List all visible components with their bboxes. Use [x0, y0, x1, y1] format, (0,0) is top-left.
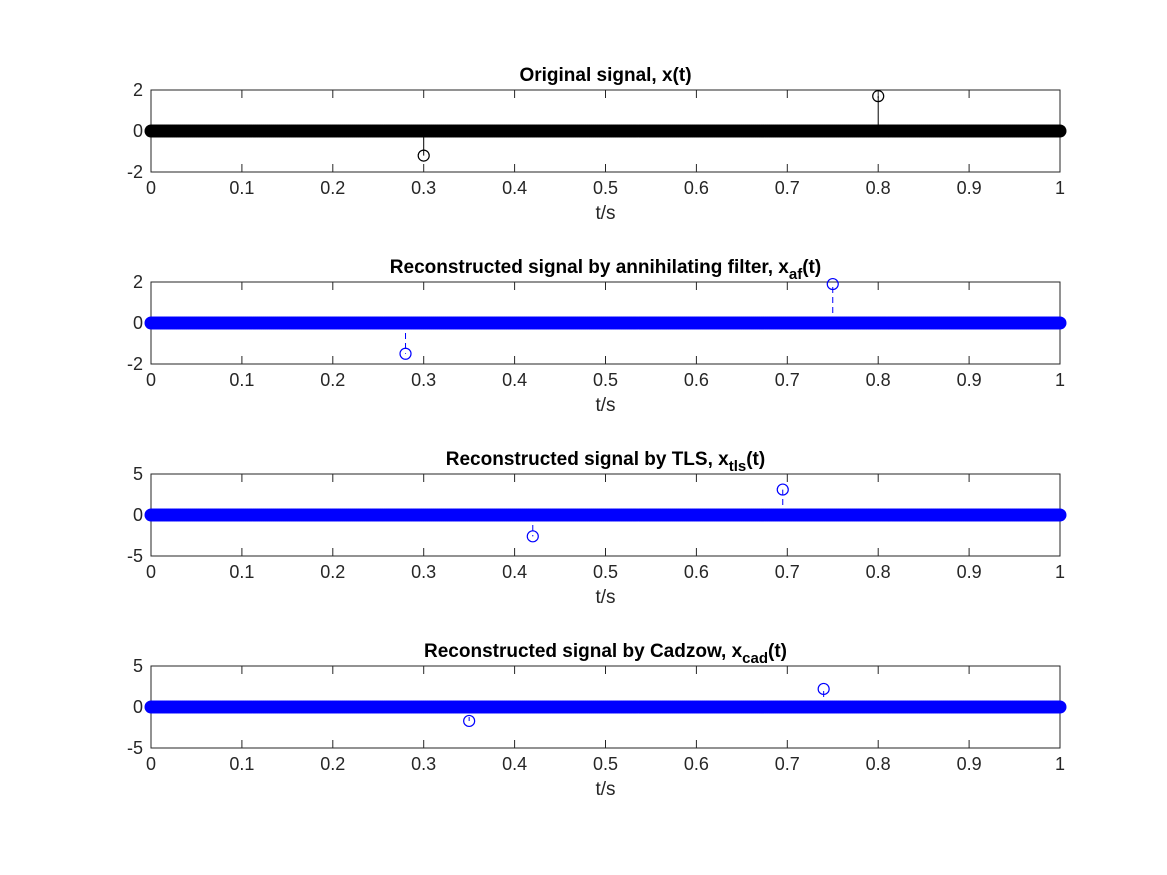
x-tick-label: 0.3 [411, 370, 436, 390]
baseline-sample [1053, 124, 1067, 138]
y-tick-label: 5 [133, 656, 143, 676]
x-tick-label: 0.2 [320, 178, 345, 198]
subplot-4: Reconstructed signal by Cadzow, xcad(t) 0… [127, 641, 1067, 800]
x-tick-label: 0.2 [320, 754, 345, 774]
x-tick-label: 1 [1055, 754, 1065, 774]
title-tail: (t) [802, 257, 821, 278]
x-tick-label: 0.9 [957, 562, 982, 582]
baseline-sample [1053, 508, 1067, 522]
x-tick-label: 0.8 [866, 562, 891, 582]
spike-marker [526, 530, 539, 543]
y-tick-label: 0 [133, 313, 143, 333]
title-main: Reconstructed signal by Cadzow, x [424, 641, 743, 662]
x-tick-label: 0.6 [684, 178, 709, 198]
subplot-title: Reconstructed signal by Cadzow, xcad(t) [424, 641, 787, 667]
x-tick-label: 0.7 [775, 562, 800, 582]
title-tail: (t) [768, 641, 787, 662]
title-main: Original signal, x(t) [519, 65, 691, 86]
x-tick-label: 0.4 [502, 754, 527, 774]
x-tick-label: 0.1 [229, 178, 254, 198]
x-tick-label: 0.4 [502, 178, 527, 198]
x-tick-label: 0.7 [775, 754, 800, 774]
x-tick-label: 0.1 [229, 754, 254, 774]
x-tick-label: 0.8 [866, 370, 891, 390]
title-main: Reconstructed signal by annihilating fil… [390, 257, 790, 278]
spike-marker [826, 277, 839, 291]
x-tick-label: 0.9 [957, 178, 982, 198]
y-tick-label: 2 [133, 80, 143, 100]
x-tick-label: 0.8 [866, 754, 891, 774]
spike-marker [776, 483, 789, 496]
baseline-samples [144, 124, 1067, 138]
x-tick-label: 0.1 [229, 370, 254, 390]
x-tick-label: 0.1 [229, 562, 254, 582]
x-tick-label: 1 [1055, 562, 1065, 582]
title-tail: (t) [746, 449, 765, 470]
x-tick-label: 0.4 [502, 370, 527, 390]
subplot-title: Reconstructed signal by TLS, xtls(t) [446, 449, 765, 475]
baseline-samples [144, 508, 1067, 522]
subplot-1: Original signal, x(t) 0 0.1 0.2 0.3 0.4 0.5 0.6… [127, 65, 1067, 224]
x-tick-label: 0.9 [957, 754, 982, 774]
baseline-sample [1053, 316, 1067, 330]
x-tick-label: 0.5 [593, 178, 618, 198]
y-tick-label: 0 [133, 505, 143, 525]
baseline-samples [144, 316, 1067, 330]
x-tick-label: 0.3 [411, 562, 436, 582]
x-tick-label: 0.4 [502, 562, 527, 582]
baseline-sample [1053, 700, 1067, 714]
y-tick-label: 5 [133, 464, 143, 484]
x-tick-label: 0.5 [593, 562, 618, 582]
x-tick-label: 0 [146, 370, 156, 390]
subplot-title: Original signal, x(t) [519, 65, 691, 86]
x-tick-label: 0.7 [775, 370, 800, 390]
y-tick-label: 2 [133, 272, 143, 292]
subplot-2: Reconstructed signal by annihilating fil… [127, 257, 1067, 416]
y-tick-label: -2 [127, 162, 143, 182]
x-tick-label: 0.7 [775, 178, 800, 198]
y-tick-label: -5 [127, 546, 143, 566]
spike-marker [417, 149, 430, 162]
title-subscript: tls [729, 458, 747, 475]
title-subscript: cad [742, 650, 768, 667]
x-tick-label: 0 [146, 178, 156, 198]
y-tick-label: -2 [127, 354, 143, 374]
x-tick-label: 0.2 [320, 562, 345, 582]
x-axis-label: t/s [595, 203, 615, 224]
x-tick-label: 0.6 [684, 562, 709, 582]
x-tick-label: 0.6 [684, 754, 709, 774]
x-axis-label: t/s [595, 395, 615, 416]
x-tick-label: 0.6 [684, 370, 709, 390]
x-tick-label: 1 [1055, 370, 1065, 390]
x-tick-label: 0 [146, 562, 156, 582]
x-axis-label: t/s [595, 587, 615, 608]
subplot-3: Reconstructed signal by TLS, xtls(t) 0 0.1… [127, 449, 1067, 608]
x-tick-label: 0 [146, 754, 156, 774]
x-axis-label: t/s [595, 779, 615, 800]
x-tick-label: 0.3 [411, 178, 436, 198]
spike-marker [463, 714, 476, 728]
spike-marker [872, 90, 885, 103]
x-tick-label: 1 [1055, 178, 1065, 198]
title-subscript: af [789, 266, 803, 283]
x-tick-label: 0.9 [957, 370, 982, 390]
x-tick-label: 0.5 [593, 370, 618, 390]
subplot-title: Reconstructed signal by annihilating fil… [390, 257, 821, 283]
subplots: Original signal, x(t) 0 0.1 0.2 0.3 0.4 0.5 0.6… [127, 65, 1067, 800]
spike-marker [817, 682, 830, 696]
x-tick-label: 0.8 [866, 178, 891, 198]
spike-marker [399, 347, 412, 360]
y-tick-label: 0 [133, 121, 143, 141]
y-tick-label: -5 [127, 738, 143, 758]
title-main: Reconstructed signal by TLS, x [446, 449, 729, 470]
x-tick-label: 0.5 [593, 754, 618, 774]
x-tick-label: 0.3 [411, 754, 436, 774]
y-tick-label: 0 [133, 697, 143, 717]
x-tick-label: 0.2 [320, 370, 345, 390]
baseline-samples [144, 700, 1067, 714]
